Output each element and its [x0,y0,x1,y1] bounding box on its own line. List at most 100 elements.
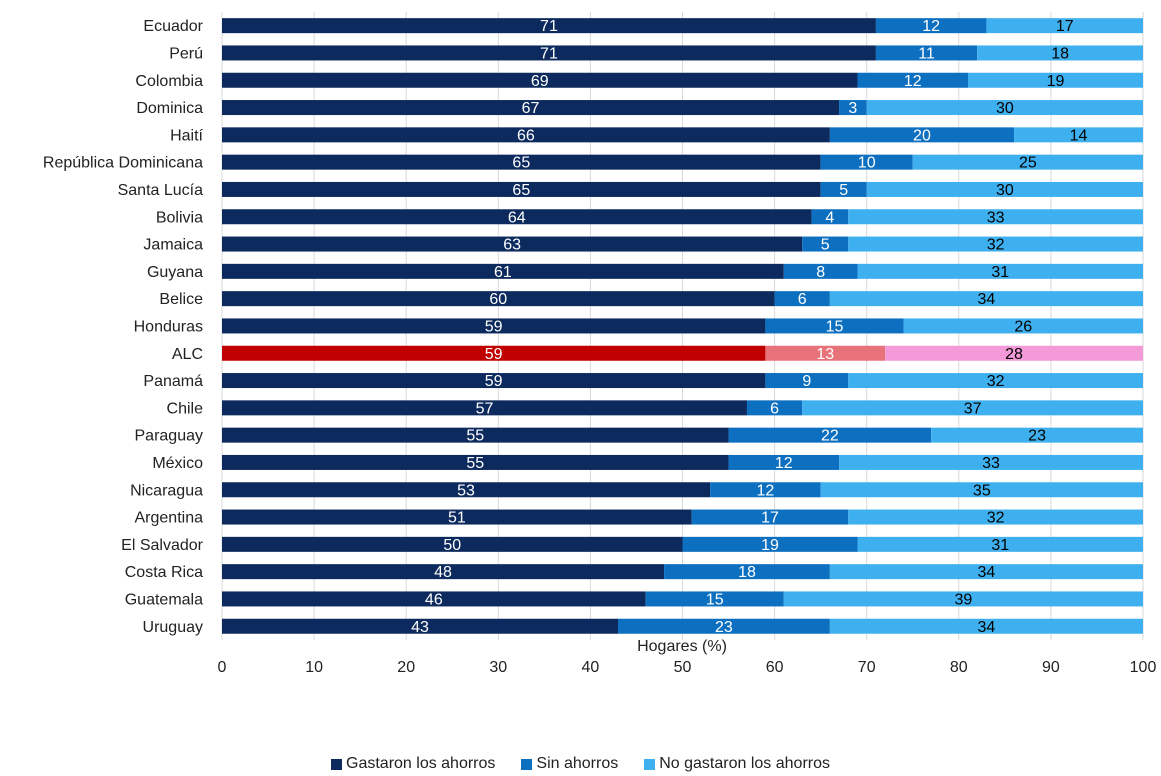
data-label: 61 [494,264,512,281]
bar-segment [848,209,1143,225]
bar-segment [222,427,729,443]
bar-segment [222,591,646,607]
bar-segment [222,100,840,116]
bar-segment [848,236,1143,252]
category-label: Argentina [135,510,204,527]
data-label: 69 [531,73,549,90]
x-tick-label: 0 [218,659,227,676]
bar-segment [811,209,849,225]
data-label: 23 [1028,428,1046,445]
x-tick-label: 60 [766,659,784,676]
data-label: 34 [978,564,996,581]
bar-segment [839,100,867,116]
category-label: Haití [170,127,203,144]
x-tick-label: 20 [397,659,415,676]
bar-segment [222,318,766,334]
data-label: 25 [1019,155,1037,172]
bar-segment [839,454,1143,470]
data-label: 35 [973,482,991,499]
legend-item-sin-ahorros: Sin ahorros [521,755,618,773]
data-label: 55 [466,455,484,472]
x-tick-label: 30 [489,659,507,676]
bar-segment [746,400,803,416]
bar-segment [222,345,766,361]
bar-segment [903,318,1143,334]
bar-segment [222,154,821,170]
data-label: 8 [816,264,825,281]
data-label: 31 [991,264,1009,281]
category-label: Paraguay [135,428,204,445]
data-label: 10 [858,155,876,172]
category-label: Nicaragua [130,482,203,499]
bar-segment [986,18,1143,34]
data-label: 65 [512,155,530,172]
bar-segment [222,291,775,307]
bar-segment [222,236,803,252]
data-label: 51 [448,510,466,527]
data-label: 18 [1051,45,1069,62]
category-label: Honduras [134,318,203,335]
category-labels: Ecuador Perú Colombia Dominica Haití Repúblic… [43,18,204,636]
category-label: Chile [167,400,204,417]
x-tick-label: 100 [1130,659,1157,676]
legend-label-no-gastaron: No gastaron los ahorros [659,755,830,772]
data-label: 39 [955,591,973,608]
data-label: 67 [522,100,540,117]
data-label: 33 [987,209,1005,226]
data-label: 59 [485,318,503,335]
category-label: Belice [159,291,203,308]
bar-segment [931,427,1143,443]
data-label: 53 [457,482,475,499]
data-label: 32 [987,237,1005,254]
data-label: 71 [540,18,558,35]
x-tick-label: 10 [305,659,323,676]
bar-segment [222,72,858,88]
bar-segment [848,373,1143,389]
data-label: 17 [761,510,779,527]
bar-segment [802,236,849,252]
category-label: Uruguay [143,619,203,636]
bar-segment [848,509,1143,525]
bar-segment [765,345,886,361]
data-label: 66 [517,127,535,144]
data-label: 15 [826,318,844,335]
bar-segment [820,154,913,170]
data-label: 33 [982,455,1000,472]
bar-segment [977,45,1143,61]
legend-item-gastaron: Gastaron los ahorros [331,755,495,773]
category-label: Santa Lucía [118,182,204,199]
data-label: 19 [761,537,779,554]
data-label: 17 [1056,18,1074,35]
data-label: 12 [775,455,793,472]
data-label: 6 [798,291,807,308]
data-label: 19 [1047,73,1065,90]
bar-segment [691,509,849,525]
data-label: 12 [904,73,922,90]
x-tick-label: 80 [950,659,968,676]
category-label: Panamá [143,373,203,390]
category-label: Guyana [147,264,203,281]
bar-segment [829,618,1143,634]
bar-segment [783,263,858,279]
data-label: 15 [706,591,724,608]
bar-segment [222,263,784,279]
data-label: 26 [1014,318,1032,335]
bar-segment [222,454,729,470]
bar-segment [682,536,858,552]
bar-segment [829,127,1015,143]
bar-segment [222,536,683,552]
bar-segment [765,318,904,334]
bar-segment [774,291,830,307]
bar-segment [857,536,1143,552]
data-label: 6 [770,400,779,417]
data-label: 57 [476,400,494,417]
x-tick-label: 70 [858,659,876,676]
bar-segment [222,181,821,197]
bar-segment [728,427,932,443]
bar-segment [820,181,867,197]
bar-segment [866,181,1143,197]
bar-segment [664,564,830,580]
data-label: 34 [978,291,996,308]
data-label: 5 [839,182,848,199]
